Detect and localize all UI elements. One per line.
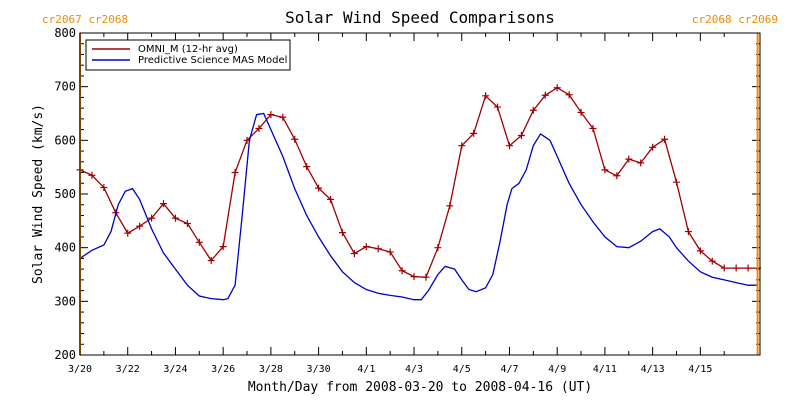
series-line-0 [79,86,758,278]
legend-label-omni: OMNI_M (12-hr avg) [138,44,238,55]
data-point [338,229,346,237]
data-point [696,247,704,255]
data-point [195,238,203,246]
carrington-marker-labels: cr2067 cr2068 cr2068 cr2069 [42,13,778,26]
data-point [386,248,394,256]
data-point [374,245,382,253]
chart-title: Solar Wind Speed Comparisons [285,8,555,27]
x-tick-label: 3/26 [211,364,235,375]
y-axis-label: Solar Wind Speed (km/s) [31,104,46,284]
data-point [291,135,299,143]
data-point [458,142,466,150]
x-tick-label: 4/1 [357,364,375,375]
y-tick-label: 500 [54,187,76,201]
y-tick-label: 800 [54,26,76,40]
y-tick-label: 400 [54,241,76,255]
data-point [517,132,525,140]
x-tick-label: 3/30 [307,364,331,375]
x-tick-label: 4/11 [593,364,617,375]
data-point [625,155,633,163]
data-point [613,172,621,180]
x-tick-label: 4/3 [405,364,423,375]
data-point [183,220,191,228]
data-point [171,214,179,222]
data-point [470,129,478,137]
data-point [422,273,430,281]
data-point [160,200,168,208]
data-point [732,264,740,272]
carrington-marker-label: cr2068 cr2069 [692,13,778,26]
data-point [327,195,335,203]
data-point [124,229,132,237]
carrington-marker-label: cr2067 cr2068 [42,13,128,26]
data-point [553,84,561,92]
x-tick-label: 3/28 [259,364,283,375]
data-point [315,184,323,192]
x-tick-label: 4/5 [453,364,471,375]
x-tick-label: 3/20 [68,364,92,375]
data-point [136,222,144,230]
data-point [303,163,311,171]
plot-frame [79,32,761,356]
data-point [577,108,585,116]
data-point [529,106,537,114]
data-point [708,257,716,265]
y-tick-label: 700 [54,80,76,94]
data-point [744,264,752,272]
data-point [637,159,645,167]
series-layer [76,84,762,301]
data-point [589,125,597,133]
x-tick-label: 4/15 [688,364,712,375]
data-point [505,142,513,150]
carrington-markers [79,33,759,355]
data-point [207,257,215,265]
data-point [255,125,263,133]
data-point [398,267,406,275]
series-line-1 [79,112,758,301]
data-point [720,264,728,272]
x-tick-label: 4/9 [548,364,566,375]
y-tick-label: 200 [54,348,76,362]
x-tick-label: 4/7 [500,364,518,375]
x-tick-label: 4/13 [641,364,665,375]
legend-box [85,39,291,71]
x-axis-label: Month/Day from 2008-03-20 to 2008-04-16 … [248,380,592,395]
x-tick-label: 3/24 [163,364,187,375]
data-point [434,244,442,252]
data-point [100,184,108,192]
y-tick-label: 300 [54,294,76,308]
data-point [446,202,454,210]
x-axis-ticks: 3/20 3/22 3/24 3/26 3/28 3/30 4/1 4/3 4/5 4/7 4/9 4… [68,33,725,375]
legend: OMNI_M (12-hr avg) Predictive Science MA… [85,39,291,71]
y-axis-ticks: 200 300 400 500 600 700 800 [54,26,760,362]
data-point [267,111,275,119]
data-point [672,178,680,186]
x-tick-label: 3/22 [116,364,140,375]
data-point [219,243,227,251]
data-point [410,273,418,281]
data-point [649,143,657,151]
data-point [362,243,370,251]
y-tick-label: 600 [54,133,76,147]
data-point [231,169,239,177]
legend-label-mas: Predictive Science MAS Model [138,55,287,66]
data-point [541,91,549,99]
data-point [350,250,358,258]
data-point [482,92,490,100]
data-point [601,166,609,174]
data-point [279,113,287,121]
data-point [684,228,692,236]
data-point [88,171,96,179]
data-point [148,214,156,222]
data-point [661,135,669,143]
data-point [565,91,573,99]
data-point [494,103,502,111]
